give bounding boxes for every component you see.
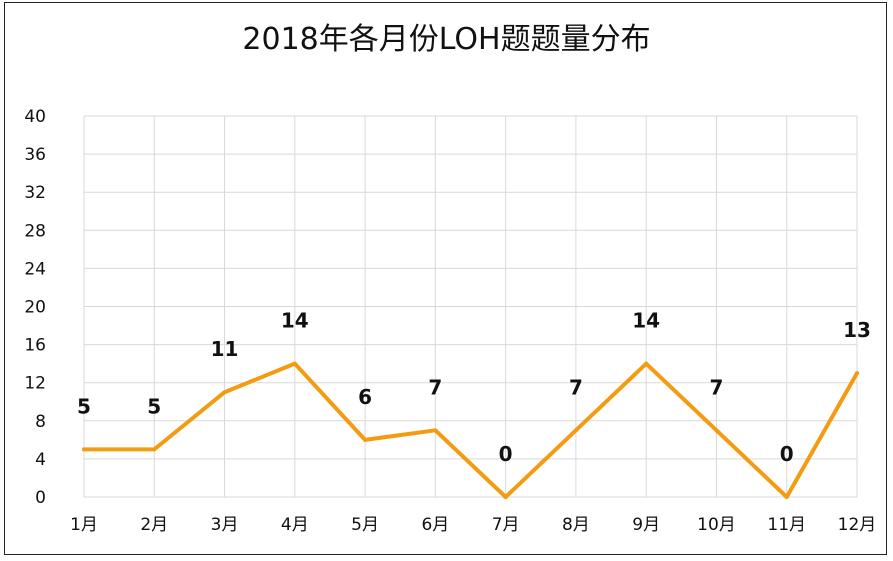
y-tick-label: 0 [35, 488, 46, 508]
x-tick-label: 11月 [767, 515, 806, 535]
data-point [573, 428, 578, 433]
data-point [855, 371, 859, 376]
data-point [152, 447, 157, 452]
data-label: 14 [632, 309, 660, 333]
data-label: 11 [211, 337, 239, 361]
y-tick-label: 16 [24, 336, 46, 356]
data-label: 14 [281, 309, 309, 333]
y-tick-label: 12 [24, 374, 46, 394]
data-point [222, 390, 227, 395]
chart-frame [4, 2, 887, 555]
x-tick-label: 5月 [351, 515, 379, 535]
data-label: 7 [569, 375, 583, 399]
y-tick-label: 24 [24, 259, 46, 279]
data-label: 13 [843, 318, 871, 342]
data-label: 0 [780, 442, 794, 466]
x-tick-label: 1月 [70, 515, 98, 535]
chart-title: 2018年各月份LOH题题量分布 [242, 22, 651, 57]
y-tick-label: 28 [24, 221, 46, 241]
data-label: 5 [77, 394, 91, 418]
x-tick-label: 6月 [421, 515, 449, 535]
x-tick-label: 10月 [697, 515, 736, 535]
x-tick-label: 7月 [492, 515, 520, 535]
y-tick-label: 8 [35, 412, 46, 432]
y-tick-label: 40 [24, 107, 46, 127]
data-point [714, 428, 719, 433]
y-tick-label: 36 [24, 145, 46, 165]
y-tick-label: 32 [24, 183, 46, 203]
data-point [503, 495, 508, 499]
x-tick-label: 4月 [281, 515, 309, 535]
data-point [292, 361, 297, 366]
data-point [433, 428, 438, 433]
x-tick-label: 2月 [140, 515, 168, 535]
x-tick-label: 8月 [562, 515, 590, 535]
data-point [82, 447, 86, 452]
y-tick-label: 20 [24, 298, 46, 318]
data-label: 7 [428, 375, 442, 399]
data-label: 7 [709, 375, 723, 399]
data-label: 0 [499, 442, 513, 466]
series-line [82, 361, 859, 499]
x-tick-label: 3月 [211, 515, 239, 535]
x-tick-label: 12月 [838, 515, 877, 535]
data-point [644, 361, 649, 366]
data-label: 5 [147, 394, 161, 418]
x-tick-label: 9月 [632, 515, 660, 535]
data-label: 6 [358, 385, 372, 409]
data-point [784, 495, 789, 499]
data-point [363, 437, 368, 442]
y-tick-label: 4 [35, 450, 46, 470]
